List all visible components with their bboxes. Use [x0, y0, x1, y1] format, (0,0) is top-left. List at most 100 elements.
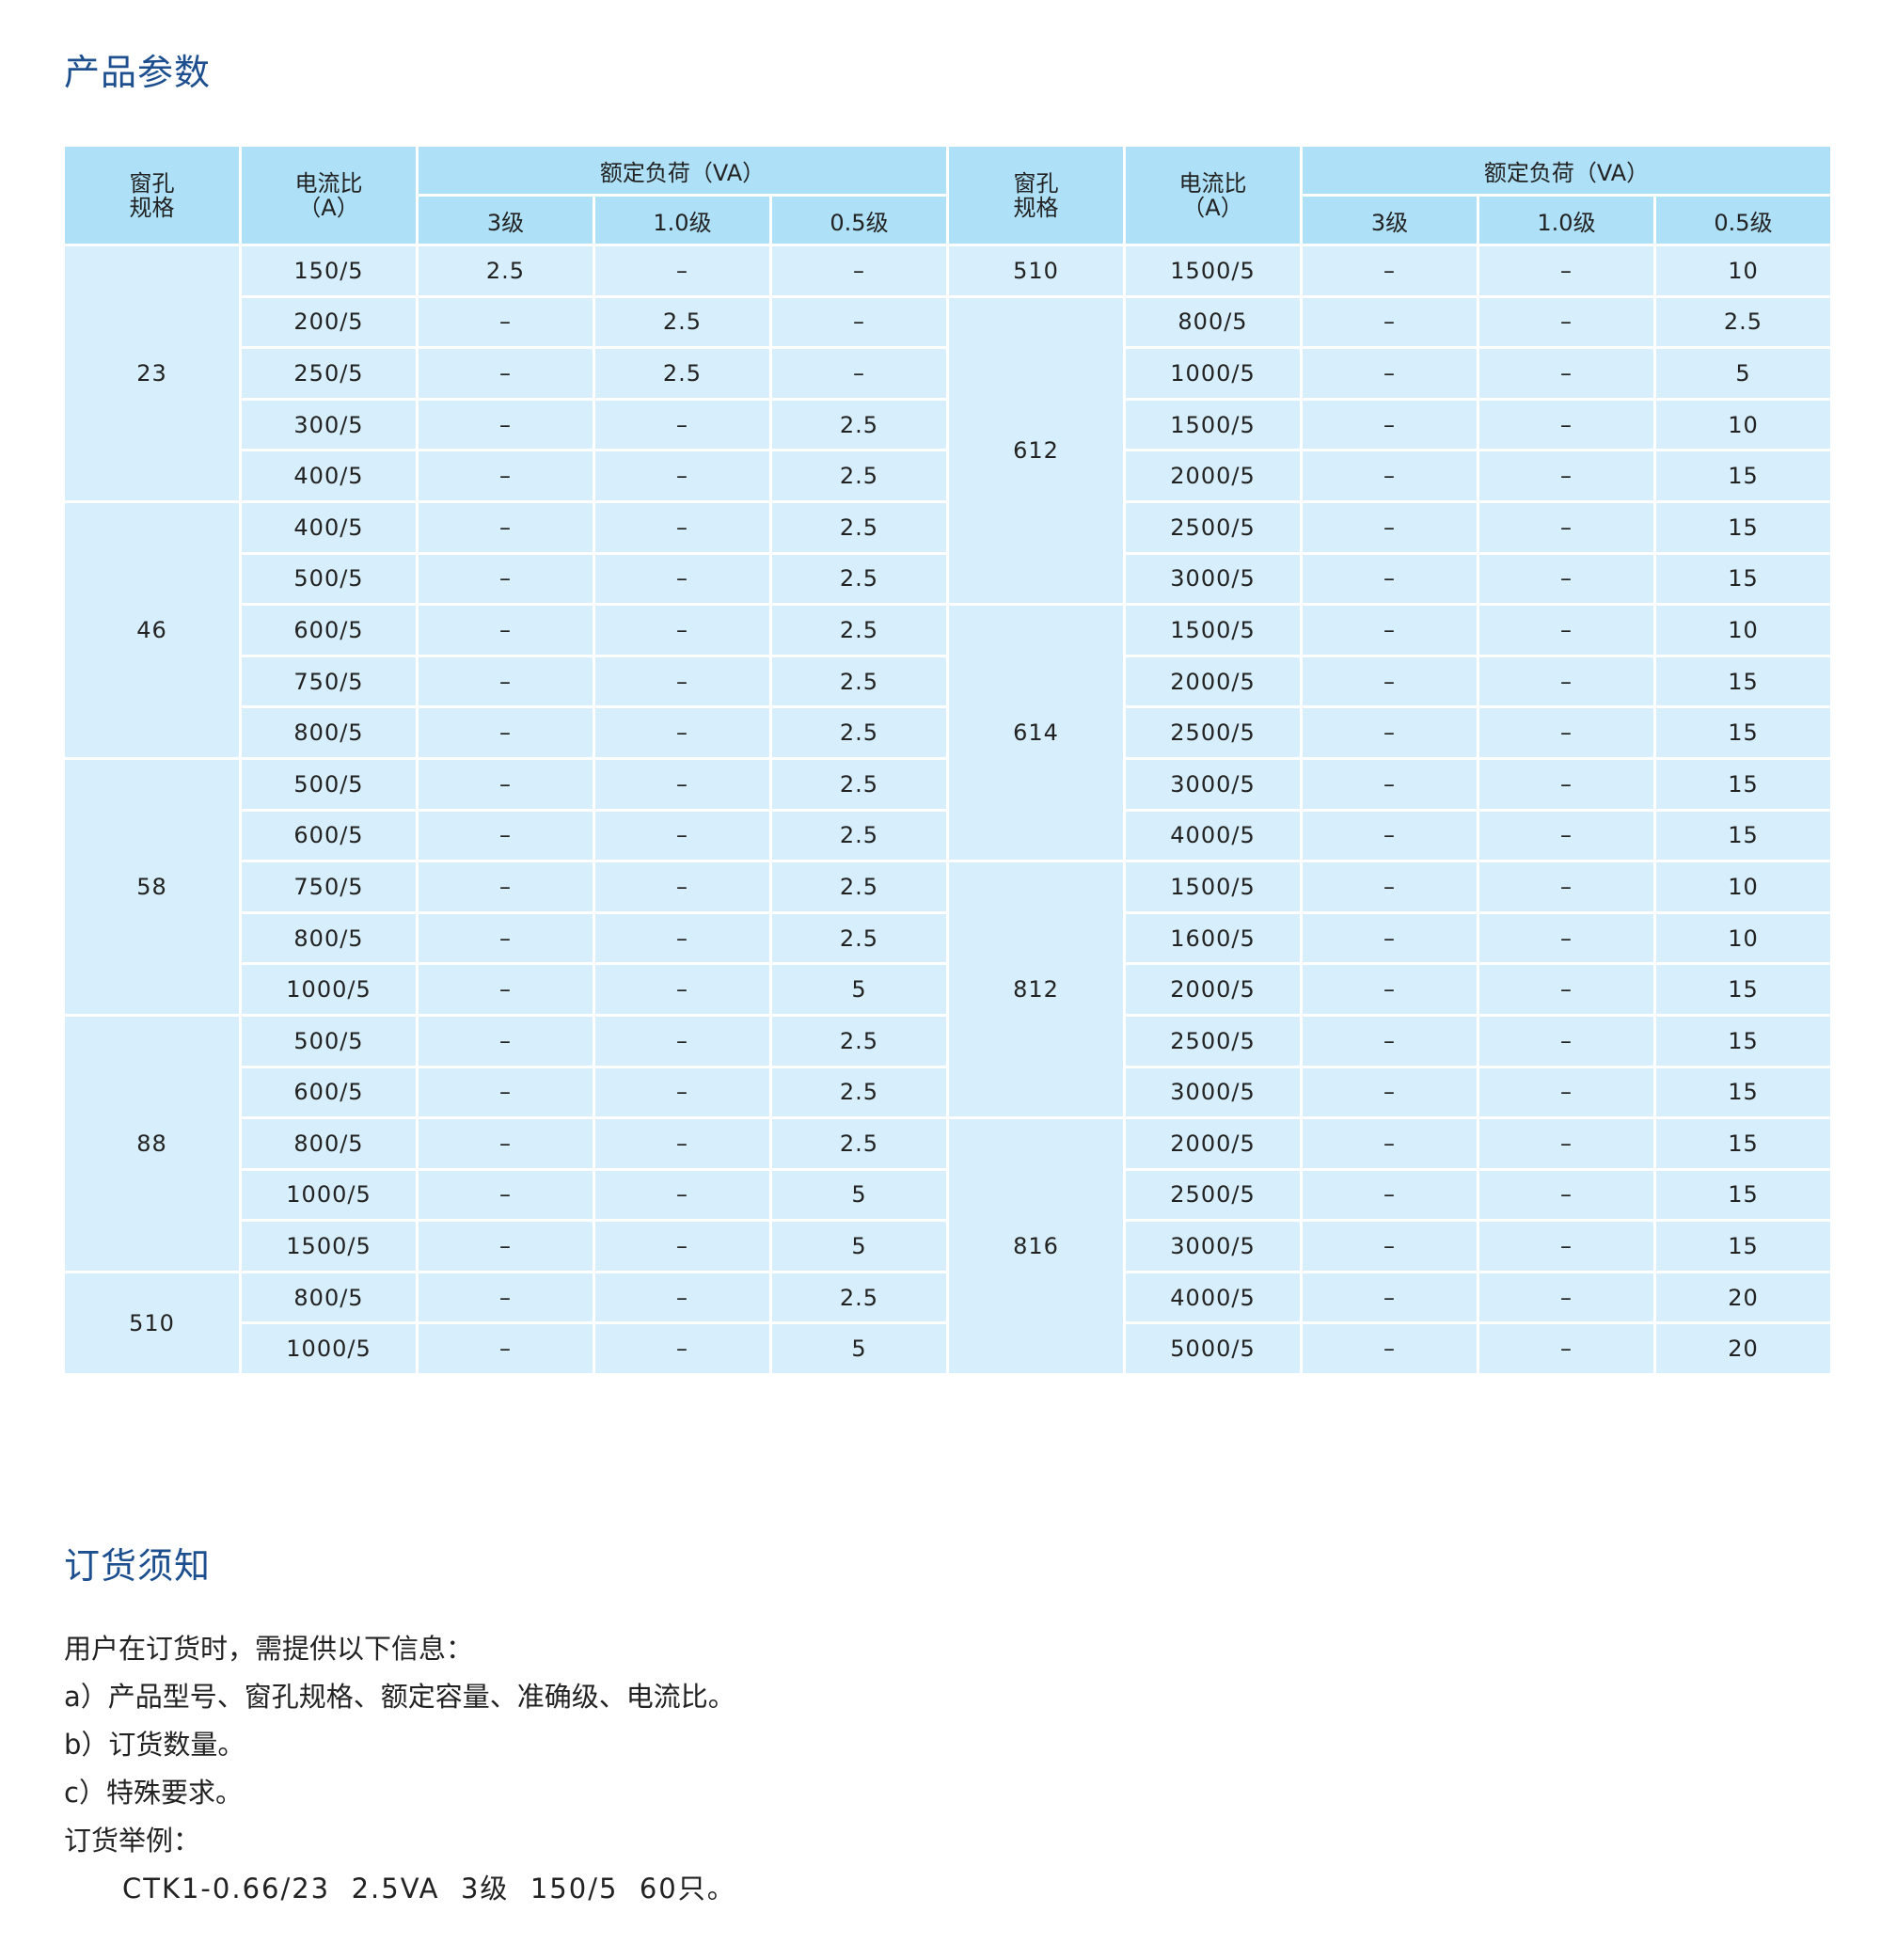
class-3-cell: –	[416, 1219, 595, 1273]
ratio-cell: 600/5	[239, 1065, 419, 1120]
class-1-0-cell: –	[1477, 346, 1656, 401]
class-1-0-cell: 2.5	[593, 294, 772, 350]
class-0-5-cell: 5	[769, 1167, 949, 1223]
class-1-0-cell: –	[1477, 499, 1656, 555]
table-row: 800/5– –2.5 816 2000/5– –15	[64, 1116, 1833, 1377]
class-0-5-cell: –	[769, 294, 949, 350]
class-1-0-cell: –	[593, 397, 772, 452]
ratio-cell: 4000/5	[1123, 1270, 1303, 1325]
header-class-3: 3级	[1300, 194, 1479, 246]
table-row: 800/5– –2.5 1600/5– –10	[64, 910, 1833, 966]
class-0-5-cell: 15	[1653, 808, 1833, 863]
class-3-cell: –	[416, 910, 595, 966]
class-3-cell: –	[1300, 1321, 1479, 1377]
class-1-0-cell: 2.5	[593, 346, 772, 401]
table-row: 58 500/5– –2.5 3000/5– –15	[62, 756, 1833, 1017]
ratio-cell: 2500/5	[1123, 1013, 1303, 1068]
class-0-5-cell: 5	[769, 1321, 949, 1377]
class-1-0-cell: –	[1477, 1116, 1656, 1171]
table-row: 600/5– –2.5 3000/5– –15	[64, 1065, 1833, 1120]
parameters-table: 窗孔 规格 电流比 （A） 额定负荷（VA） 窗孔 规格 电流比 （A） 额定负…	[62, 144, 1833, 1377]
header-window: 窗孔 规格	[946, 144, 1126, 246]
window-size-cell: 88	[62, 1013, 242, 1273]
ratio-cell: 1500/5	[1123, 603, 1303, 657]
notes-item-c: c）特殊要求。	[64, 1777, 243, 1809]
ratio-cell: 750/5	[239, 654, 419, 709]
class-1-0-cell: –	[1477, 1270, 1656, 1325]
class-3-cell: –	[416, 1270, 595, 1325]
class-3-cell: –	[416, 962, 595, 1017]
ratio-cell: 800/5	[239, 910, 419, 966]
class-0-5-cell: 15	[1653, 1116, 1833, 1171]
table-row: 1000/5– –5 2500/5– –15	[64, 1167, 1833, 1223]
notes-item-a: a）产品型号、窗孔规格、额定容量、准确级、电流比。	[64, 1681, 735, 1713]
class-0-5-cell: 2.5	[769, 449, 949, 503]
class-0-5-cell: 2.5	[769, 603, 949, 657]
class-0-5-cell: 5	[769, 1219, 949, 1273]
ratio-cell: 200/5	[239, 294, 419, 350]
window-size-cell: 510	[62, 1270, 242, 1377]
class-3-cell: –	[416, 499, 595, 555]
class-0-5-cell: 15	[1653, 1013, 1833, 1068]
class-1-0-cell: –	[1477, 705, 1656, 760]
table-row: 600/5– –2.5 614 1500/5– –10	[64, 603, 1833, 863]
class-0-5-cell: 20	[1653, 1321, 1833, 1377]
ratio-cell: 5000/5	[1123, 1321, 1303, 1377]
class-0-5-cell: 15	[1653, 705, 1833, 760]
class-3-cell: –	[1300, 603, 1479, 657]
class-1-0-cell: –	[593, 1270, 772, 1325]
class-0-5-cell: –	[769, 244, 949, 298]
class-1-0-cell: –	[1477, 910, 1656, 966]
class-0-5-cell: 15	[1653, 756, 1833, 812]
ratio-cell: 1500/5	[1123, 244, 1303, 298]
notes-intro: 用户在订货时，需提供以下信息：	[64, 1633, 474, 1665]
ratio-cell: 800/5	[239, 705, 419, 760]
class-3-cell: –	[416, 294, 595, 350]
class-1-0-cell: –	[593, 910, 772, 966]
class-0-5-cell: 2.5	[769, 860, 949, 914]
class-1-0-cell: –	[1477, 1013, 1656, 1068]
ratio-cell: 800/5	[239, 1270, 419, 1325]
class-0-5-cell: –	[769, 346, 949, 401]
class-3-cell: –	[1300, 1270, 1479, 1325]
class-1-0-cell: –	[1477, 756, 1656, 812]
class-1-0-cell: –	[593, 962, 772, 1017]
ratio-cell: 300/5	[239, 397, 419, 452]
ratio-cell: 3000/5	[1123, 1065, 1303, 1120]
table-row: 1000/5– –5 5000/5– –20	[64, 1321, 1833, 1377]
class-0-5-cell: 10	[1653, 244, 1833, 298]
class-0-5-cell: 2.5	[769, 499, 949, 555]
ratio-cell: 1500/5	[239, 1219, 419, 1273]
class-3-cell: –	[416, 1013, 595, 1068]
class-3-cell: –	[1300, 654, 1479, 709]
table-row: 1000/5– –5 2000/5– –15	[64, 962, 1833, 1017]
header-load: 额定负荷（VA）	[1300, 144, 1833, 197]
class-3-cell: –	[416, 654, 595, 709]
class-3-cell: –	[1300, 1219, 1479, 1273]
class-0-5-cell: 5	[769, 962, 949, 1017]
table-row: 1500/5– –5 3000/5– –15	[64, 1219, 1833, 1273]
class-0-5-cell: 15	[1653, 1167, 1833, 1223]
class-1-0-cell: –	[593, 1116, 772, 1171]
ratio-cell: 1000/5	[239, 1167, 419, 1223]
class-1-0-cell: –	[1477, 551, 1656, 607]
table-row: 400/5– –2.5 2000/5– –15	[64, 449, 1833, 503]
ratio-cell: 2000/5	[1123, 1116, 1303, 1171]
ratio-cell: 400/5	[239, 449, 419, 503]
notes-example-label: 订货举例：	[64, 1825, 201, 1857]
class-0-5-cell: 15	[1653, 551, 1833, 607]
class-1-0-cell: –	[593, 1065, 772, 1120]
class-0-5-cell: 15	[1653, 1065, 1833, 1120]
ratio-cell: 2000/5	[1123, 962, 1303, 1017]
table-row: 600/5– –2.5 4000/5– –15	[64, 808, 1833, 863]
ratio-cell: 2500/5	[1123, 1167, 1303, 1223]
ratio-cell: 500/5	[239, 551, 419, 607]
class-1-0-cell: –	[593, 244, 772, 298]
class-3-cell: –	[416, 397, 595, 452]
class-1-0-cell: –	[1477, 1321, 1656, 1377]
class-0-5-cell: 15	[1653, 962, 1833, 1017]
table-row: 46 400/5– –2.5 2500/5– –15	[62, 499, 1833, 760]
class-0-5-cell: 2.5	[769, 705, 949, 760]
table-row: 500/5– –2.5 3000/5– –15	[64, 551, 1833, 607]
class-0-5-cell: 10	[1653, 910, 1833, 966]
